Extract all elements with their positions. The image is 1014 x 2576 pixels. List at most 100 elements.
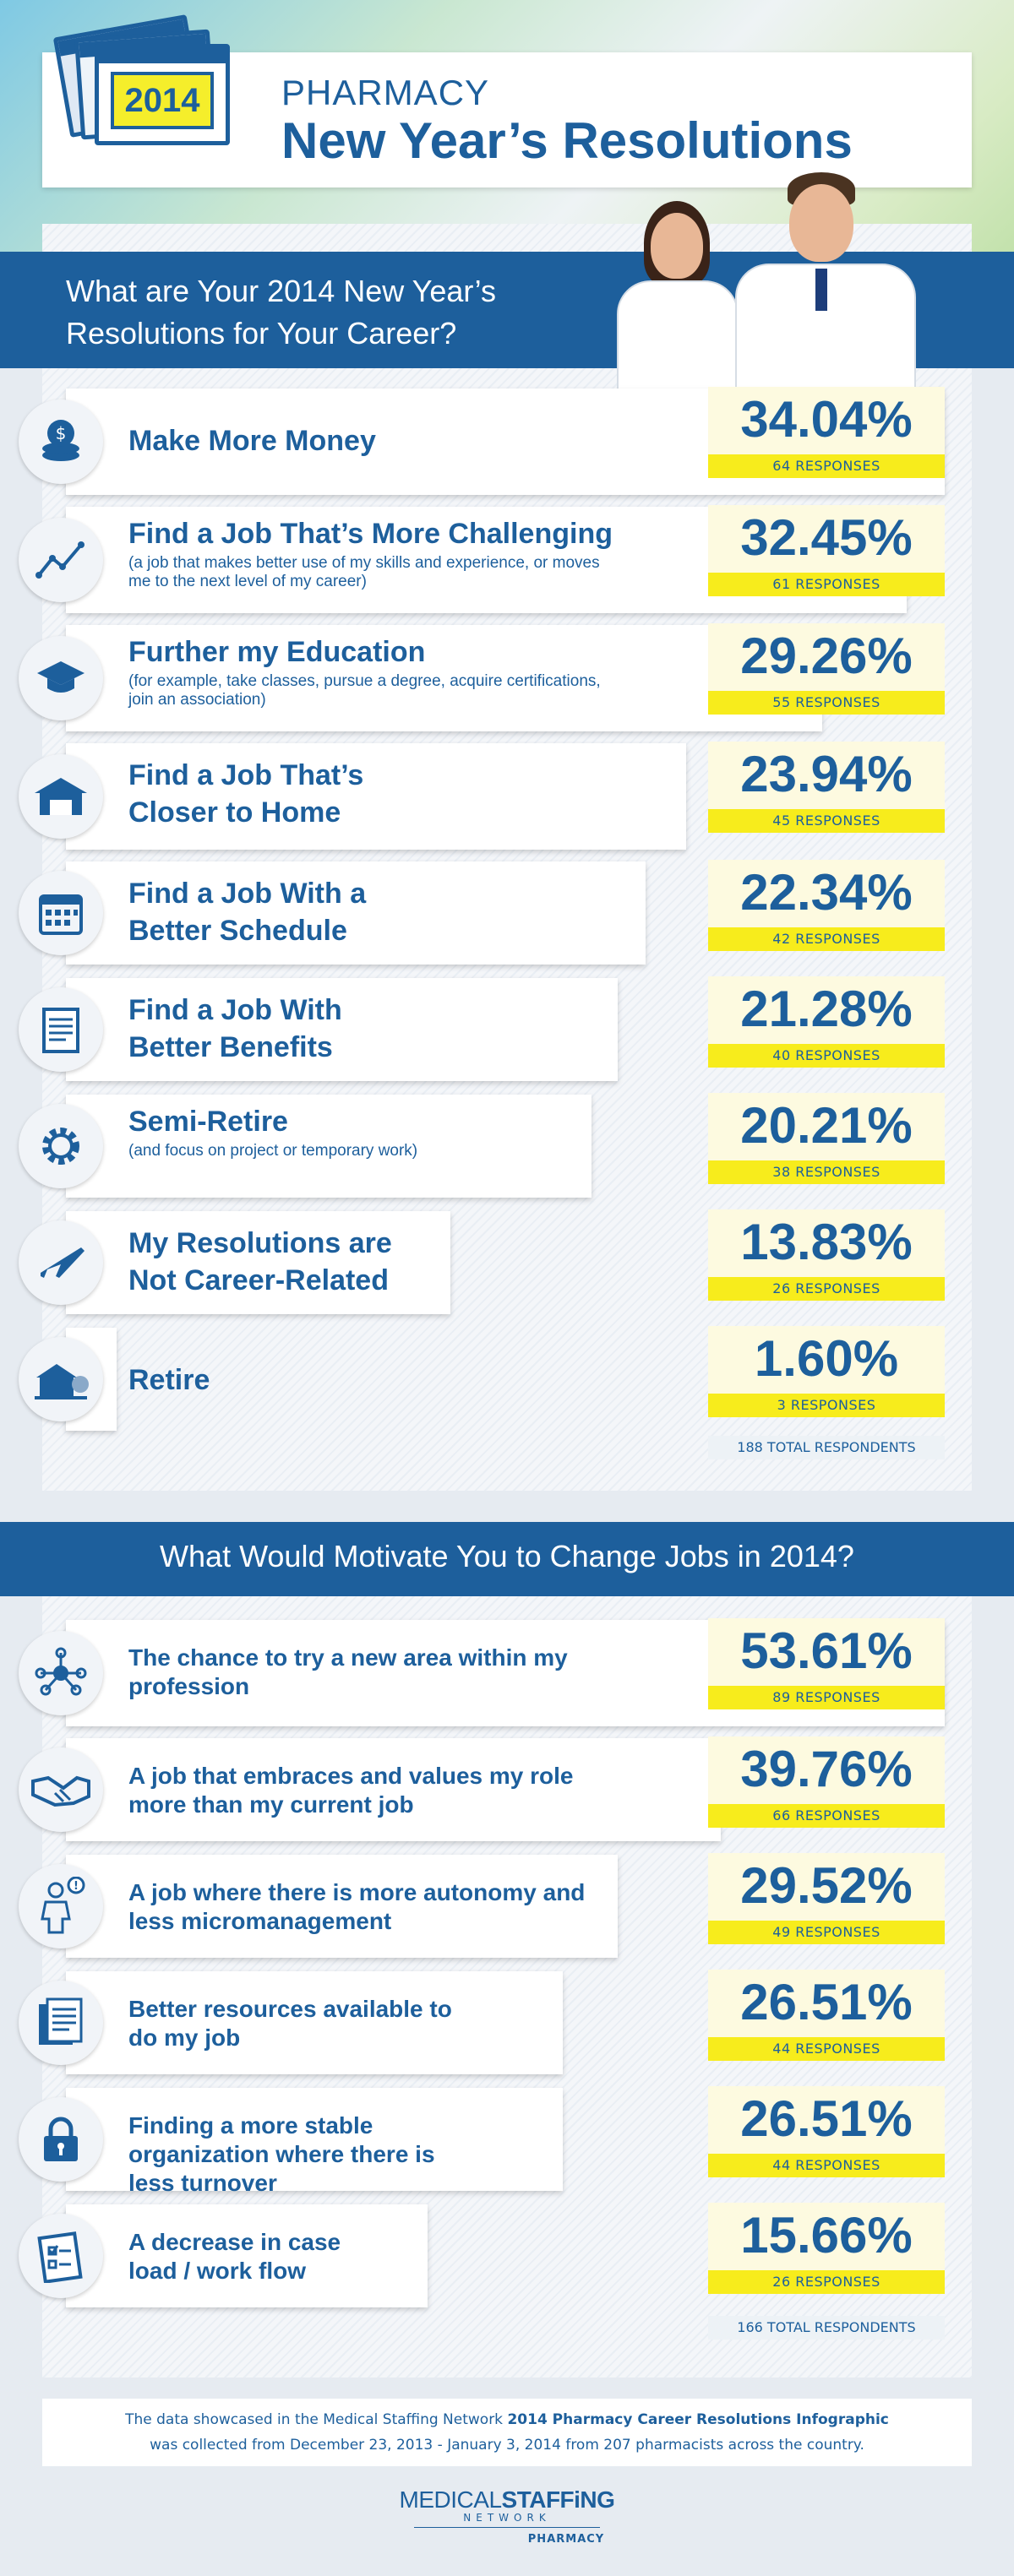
resolution-row-percent-box: 20.21% 38 RESPONSES: [708, 1093, 945, 1184]
percent-value: 39.76%: [740, 1741, 913, 1797]
motivation-row-title: Finding a more stable organization where…: [128, 2112, 435, 2196]
percent-value: 21.28%: [740, 981, 913, 1037]
svg-text:$: $: [56, 423, 67, 443]
pharmacist-man-illustration: [728, 169, 923, 394]
response-count: 3 RESPONSES: [708, 1394, 945, 1417]
motivation-row-percent-box: 53.61% 89 RESPONSES: [708, 1618, 945, 1709]
percent-value: 23.94%: [740, 746, 913, 802]
resolution-row-title: My Resolutions are Not Career-Related: [128, 1227, 392, 1296]
motivation-row-percent-box: 26.51% 44 RESPONSES: [708, 1970, 945, 2061]
motivation-row-percent-box: 29.52% 49 RESPONSES: [708, 1853, 945, 1944]
motivation-row-percent-box: 39.76% 66 RESPONSES: [708, 1736, 945, 1828]
motivation-row-title: A job that embraces and values my role m…: [128, 1763, 574, 1818]
footer-note: The data showcased in the Medical Staffi…: [42, 2399, 972, 2466]
percent-value: 34.04%: [740, 391, 913, 448]
percent-value: 32.45%: [740, 509, 913, 566]
retirement-house-icon: [19, 1337, 103, 1421]
resolution-row-title: Find a Job That’s Closer to Home: [128, 759, 364, 829]
motivation-row-card: [66, 1971, 563, 2074]
resolution-row-card: [66, 978, 618, 1081]
calendar-icon: [19, 871, 103, 955]
year-label: 2014: [111, 72, 214, 129]
logo: MEDICALSTAFFiNG NETWORK PHARMACY: [0, 2486, 1014, 2546]
response-count: 55 RESPONSES: [708, 691, 945, 715]
motivation-row-title: The chance to try a new area within my p…: [128, 1644, 568, 1699]
resolution-row-card: [66, 861, 646, 965]
response-count: 49 RESPONSES: [708, 1921, 945, 1944]
response-count: 89 RESPONSES: [708, 1686, 945, 1709]
coins-icon: $: [19, 399, 103, 484]
percent-value: 29.52%: [740, 1857, 913, 1914]
response-count: 40 RESPONSES: [708, 1044, 945, 1068]
resolution-row-card: [66, 1211, 450, 1314]
resolution-row-note: (and focus on project or temporary work): [128, 1142, 418, 1160]
response-count: 45 RESPONSES: [708, 809, 945, 833]
network-icon: [19, 1631, 103, 1715]
percent-value: 20.21%: [740, 1097, 913, 1154]
resolution-row-percent-box: 29.26% 55 RESPONSES: [708, 623, 945, 715]
response-count: 64 RESPONSES: [708, 454, 945, 478]
resolution-row-percent-box: 21.28% 40 RESPONSES: [708, 976, 945, 1068]
resolution-row-percent-box: 13.83% 26 RESPONSES: [708, 1209, 945, 1301]
percent-value: 26.51%: [740, 1974, 913, 2030]
percent-value: 1.60%: [754, 1330, 899, 1387]
response-count: 42 RESPONSES: [708, 927, 945, 951]
percent-value: 15.66%: [740, 2207, 913, 2264]
response-count: 44 RESPONSES: [708, 2037, 945, 2061]
resolution-row-title: Find a Job That’s More Challenging: [128, 518, 613, 550]
resolution-row-percent-box: 1.60% 3 RESPONSES: [708, 1326, 945, 1417]
pharmacist-woman-illustration: [608, 196, 739, 394]
percent-value: 22.34%: [740, 864, 913, 921]
resolution-row-card: [66, 625, 822, 731]
house-icon: [19, 754, 103, 839]
handshake-icon: [19, 1747, 103, 1832]
growth-chart-icon: [19, 518, 103, 602]
page-subtitle: PHARMACY: [281, 73, 490, 112]
resolution-row-title: Find a Job With a Better Schedule: [128, 878, 367, 947]
section2-header: What Would Motivate You to Change Jobs i…: [0, 1522, 1014, 1596]
resolution-row-percent-box: 34.04% 64 RESPONSES: [708, 387, 945, 478]
section1-question: What are Your 2014 New Year’s Resolution…: [66, 274, 497, 351]
calendar-icon: 2014: [95, 44, 230, 145]
resolution-row-title: Semi-Retire: [128, 1106, 288, 1138]
response-count: 26 RESPONSES: [708, 2270, 945, 2294]
motivation-row-card: [66, 1738, 721, 1841]
document-icon: [19, 987, 103, 1072]
resolution-row-title: Further my Education: [128, 636, 426, 668]
motivation-row-card: [66, 2204, 428, 2307]
motivation-row-card: [66, 2088, 563, 2191]
section1-total: 188 TOTAL RESPONDENTS: [708, 1436, 945, 1459]
person-alert-icon: !: [19, 1864, 103, 1948]
motivation-row-title: Better resources available to do my job: [128, 1996, 452, 2051]
checklist-icon: [19, 2214, 103, 2298]
footer-line1: The data showcased in the Medical Staffi…: [42, 2407, 972, 2432]
resolution-row-card: [66, 743, 686, 850]
page-title: New Year’s Resolutions: [281, 112, 853, 169]
response-count: 38 RESPONSES: [708, 1160, 945, 1184]
logo-division: PHARMACY: [527, 2533, 605, 2546]
logo-word2: STAFFiNG: [501, 2486, 615, 2513]
gear-icon: [19, 1104, 103, 1188]
footer-line1-text: The data showcased in the Medical Staffi…: [125, 2411, 504, 2428]
response-count: 26 RESPONSES: [708, 1277, 945, 1301]
graduation-cap-icon: [19, 636, 103, 720]
logo-network: NETWORK: [463, 2512, 551, 2524]
padlock-icon: [19, 2097, 103, 2182]
resolution-row-note: (a job that makes better use of my skill…: [128, 554, 600, 590]
section2-question: What Would Motivate You to Change Jobs i…: [160, 1539, 854, 1573]
airplane-icon: [19, 1220, 103, 1305]
resolution-row-note: (for example, take classes, pursue a deg…: [128, 672, 601, 709]
resolution-row-percent-box: 22.34% 42 RESPONSES: [708, 860, 945, 951]
percent-value: 13.83%: [740, 1214, 913, 1270]
resolution-row-title: Retire: [128, 1364, 210, 1396]
response-count: 66 RESPONSES: [708, 1804, 945, 1828]
response-count: 61 RESPONSES: [708, 573, 945, 596]
motivation-row-card: [66, 1855, 618, 1958]
resolution-row-percent-box: 32.45% 61 RESPONSES: [708, 505, 945, 596]
footer-line1-bold: 2014 Pharmacy Career Resolutions Infogra…: [507, 2411, 889, 2428]
resolution-row-title: Find a Job With Better Benefits: [128, 994, 342, 1063]
svg-text:!: !: [74, 1880, 79, 1893]
section2-total: 166 TOTAL RESPONDENTS: [708, 2316, 945, 2340]
response-count: 44 RESPONSES: [708, 2154, 945, 2177]
resolution-row-title: Make More Money: [128, 425, 376, 457]
